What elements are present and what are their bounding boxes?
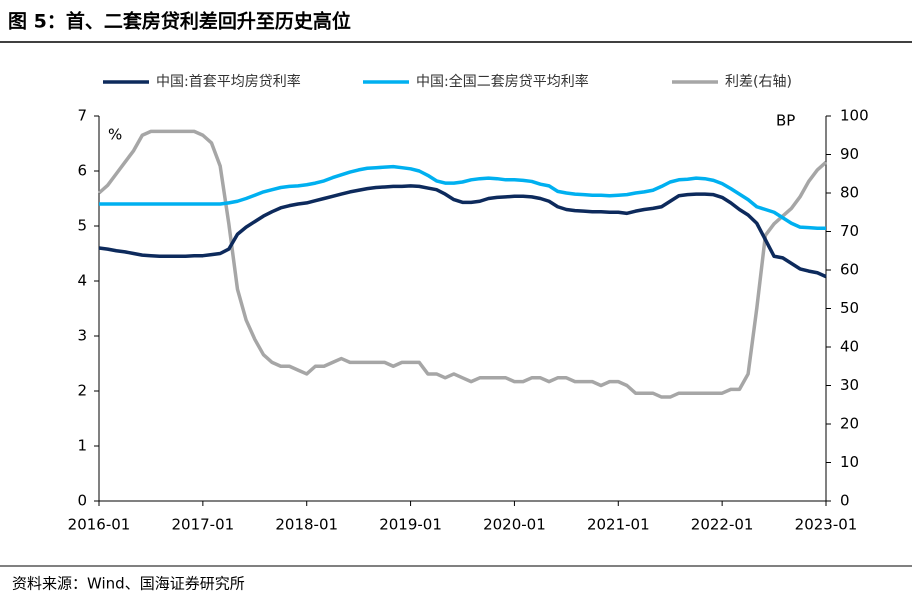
y2-tick-label: 40 [840, 338, 859, 356]
y-tick-label: 5 [77, 217, 87, 235]
y-unit: % [108, 126, 122, 144]
series-line [98, 184, 827, 279]
y2-tick-label: 60 [840, 261, 859, 279]
y2-tick-label: 70 [840, 222, 859, 240]
y2-tick-label: 50 [840, 299, 859, 317]
x-tick-label: 2017-01 [172, 516, 235, 534]
x-tick-label: 2020-01 [483, 516, 546, 534]
y-tick-label: 0 [77, 492, 87, 510]
y2-tick-label: 20 [840, 415, 859, 433]
series-line [97, 129, 828, 399]
y-tick-label: 7 [77, 107, 87, 125]
x-tick-label: 2016-01 [68, 516, 131, 534]
x-tick-label: 2021-01 [587, 516, 650, 534]
legend-label: 利差(右轴) [725, 74, 792, 90]
source: 资料来源：Wind、国海证券研究所 [12, 575, 245, 593]
chart-title: 图 5：首、二套房贷利差回升至历史高位 [8, 10, 351, 33]
y2-tick-label: 80 [840, 184, 859, 202]
x-tick-label: 2023-01 [795, 516, 858, 534]
y-tick-label: 2 [77, 382, 87, 400]
x-tick-label: 2022-01 [691, 516, 754, 534]
y2-tick-label: 90 [840, 145, 859, 163]
y-tick-label: 6 [77, 162, 87, 180]
y-tick-label: 3 [77, 327, 87, 345]
y2-tick-label: 0 [840, 492, 850, 510]
series-line [99, 164, 826, 230]
y2-tick-label: 10 [840, 453, 859, 471]
y-tick-label: 4 [77, 272, 87, 290]
x-tick-label: 2019-01 [379, 516, 442, 534]
y-tick-label: 1 [77, 437, 87, 455]
y2-tick-label: 100 [840, 107, 869, 125]
y2-unit: BP [776, 112, 795, 130]
legend-label: 中国:首套平均房贷利率 [156, 73, 301, 90]
legend-label: 中国:全国二套房贷平均利率 [416, 73, 589, 90]
y2-tick-label: 30 [840, 376, 859, 394]
x-tick-label: 2018-01 [275, 516, 338, 534]
